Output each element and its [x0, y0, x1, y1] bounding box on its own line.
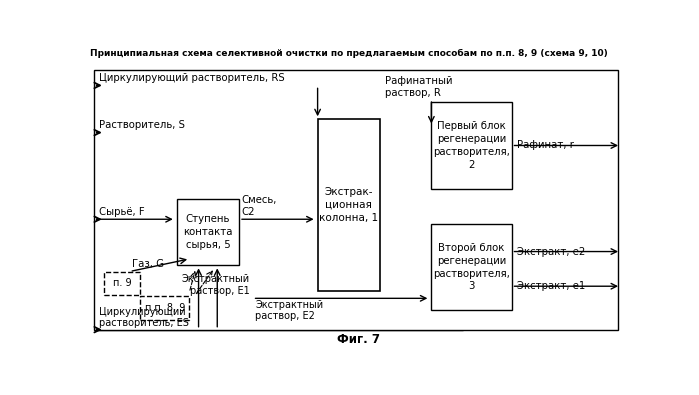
- Text: Рафинат, r: Рафинат, r: [517, 141, 574, 150]
- Text: Рафинатный
раствор, R: Рафинатный раствор, R: [385, 76, 453, 98]
- Bar: [103, 271, 140, 295]
- Bar: [140, 296, 189, 320]
- Text: Экстракт, e1: Экстракт, e1: [517, 281, 585, 291]
- Text: п. 9: п. 9: [113, 278, 131, 288]
- Bar: [177, 199, 239, 265]
- Text: Циркулирующий растворитель, RS: Циркулирующий растворитель, RS: [99, 73, 285, 83]
- Text: Смесь,
C2: Смесь, C2: [242, 195, 277, 217]
- Text: Экстракт, e2: Экстракт, e2: [517, 246, 585, 256]
- Bar: [94, 70, 618, 330]
- Text: Первый блок
регенерации
растворителя,
2: Первый блок регенерации растворителя, 2: [433, 121, 510, 170]
- Text: Фиг. 7: Фиг. 7: [337, 333, 380, 346]
- Text: Экстрак-
ционная
колонна, 1: Экстрак- ционная колонна, 1: [319, 187, 378, 223]
- Text: Сырьё, F: Сырьё, F: [99, 207, 145, 217]
- Text: Циркулирующий
растворитель, ES: Циркулирующий растворитель, ES: [99, 307, 189, 328]
- Text: Экстрактный
раствор, E2: Экстрактный раствор, E2: [255, 300, 324, 322]
- Text: Ступень
контакта
сырья, 5: Ступень контакта сырья, 5: [183, 214, 233, 250]
- Bar: [431, 102, 512, 189]
- Text: п.п. 8, 9: п.п. 8, 9: [145, 303, 185, 313]
- Bar: [431, 224, 512, 310]
- Text: Газ, G: Газ, G: [132, 258, 164, 269]
- Text: Экстрактный
раствор, E1: Экстрактный раствор, E1: [182, 274, 250, 295]
- Bar: [317, 119, 380, 291]
- Text: Принципиальная схема селективной очистки по предлагаемым способам по п.п. 8, 9 (: Принципиальная схема селективной очистки…: [90, 49, 608, 58]
- Text: Второй блок
регенерации
растворителя,
3: Второй блок регенерации растворителя, 3: [433, 243, 510, 292]
- Text: Растворитель, S: Растворитель, S: [99, 120, 185, 130]
